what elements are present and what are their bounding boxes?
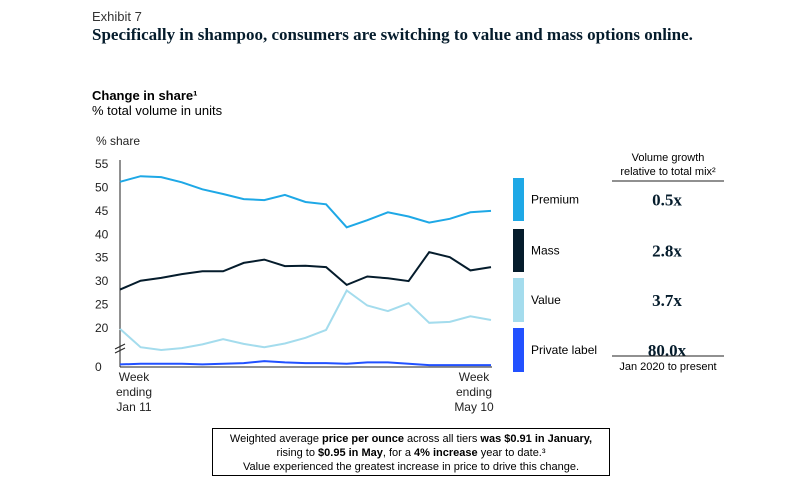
series-line-mass bbox=[119, 250, 492, 291]
note-emphasis: $0.95 in May bbox=[318, 447, 383, 459]
x-tick-label: Jan 11 bbox=[116, 400, 151, 414]
y-axis-label: % share bbox=[96, 134, 140, 148]
legend-label-mass: Mass bbox=[531, 244, 560, 258]
growth-header-line-2: relative to total mix² bbox=[620, 166, 716, 178]
series-line-value bbox=[119, 289, 492, 352]
series-line-premium bbox=[119, 175, 492, 229]
y-axis-ticks: 55 50 45 40 35 30 25 20 0 bbox=[95, 157, 109, 374]
note-line-2: rising to $0.95 in May, for a 4% increas… bbox=[213, 446, 609, 460]
x-tick-label: Week bbox=[459, 370, 490, 384]
y-tick-label: 45 bbox=[95, 204, 109, 218]
growth-value-private-label: 80.0x bbox=[648, 341, 687, 360]
note-emphasis: was $0.91 in January, bbox=[480, 433, 593, 445]
y-tick-label: 50 bbox=[95, 180, 109, 194]
legend-swatch-private-label bbox=[513, 328, 524, 372]
series-line-private-label bbox=[119, 360, 491, 367]
legend-label-private-label: Private label bbox=[531, 343, 597, 357]
y-tick-label: 20 bbox=[95, 321, 109, 335]
note-text: year to date.³ bbox=[477, 447, 546, 459]
x-tick-label: ending bbox=[116, 385, 152, 399]
axis-break-mark bbox=[114, 347, 126, 354]
legend: Premium Mass Value Private label bbox=[513, 178, 597, 372]
y-tick-label: 25 bbox=[95, 298, 109, 312]
x-tick-label: May 10 bbox=[454, 400, 494, 414]
y-tick-label: 35 bbox=[95, 251, 109, 265]
note-text: across all tiers bbox=[403, 433, 481, 445]
chart-title: Specifically in shampoo, consumers are s… bbox=[92, 25, 693, 44]
growth-header-line-1: Volume growth bbox=[632, 152, 705, 164]
legend-label-premium: Premium bbox=[531, 193, 579, 207]
y-tick-label: 0 bbox=[95, 360, 102, 374]
y-tick-label: 40 bbox=[95, 227, 109, 241]
axis-break-mark bbox=[114, 343, 126, 350]
note-line-1: Weighted average price per ounce across … bbox=[213, 432, 609, 446]
x-tick-label: Week bbox=[119, 370, 150, 384]
x-tick-label: ending bbox=[456, 385, 492, 399]
chart-subtitle: Change in share¹ bbox=[92, 88, 198, 103]
exhibit-label: Exhibit 7 bbox=[92, 9, 142, 24]
price-note-box: Weighted average price per ounce across … bbox=[212, 428, 610, 476]
note-line-3: Value experienced the greatest increase … bbox=[242, 461, 580, 473]
series-lines bbox=[119, 175, 492, 367]
legend-swatch-mass bbox=[513, 229, 524, 272]
growth-value-value: 3.7x bbox=[652, 291, 682, 310]
legend-label-value: Value bbox=[531, 293, 561, 307]
legend-swatch-value bbox=[513, 278, 524, 322]
note-emphasis: 4% increase bbox=[414, 447, 478, 459]
growth-footer: Jan 2020 to present bbox=[619, 361, 716, 373]
note-text: rising to bbox=[276, 447, 319, 459]
note-text: Weighted average bbox=[229, 433, 323, 445]
note-text: , for a bbox=[382, 447, 415, 459]
legend-swatch-premium bbox=[513, 178, 524, 221]
growth-value-mass: 2.8x bbox=[652, 242, 682, 261]
y-tick-label: 30 bbox=[95, 274, 109, 288]
chart-subtitle-units: % total volume in units bbox=[92, 103, 223, 118]
growth-values: 0.5x 2.8x 3.7x 80.0x bbox=[648, 191, 687, 361]
y-tick-label: 55 bbox=[95, 157, 109, 171]
note-emphasis: price per ounce bbox=[322, 433, 404, 445]
growth-value-premium: 0.5x bbox=[652, 191, 682, 210]
